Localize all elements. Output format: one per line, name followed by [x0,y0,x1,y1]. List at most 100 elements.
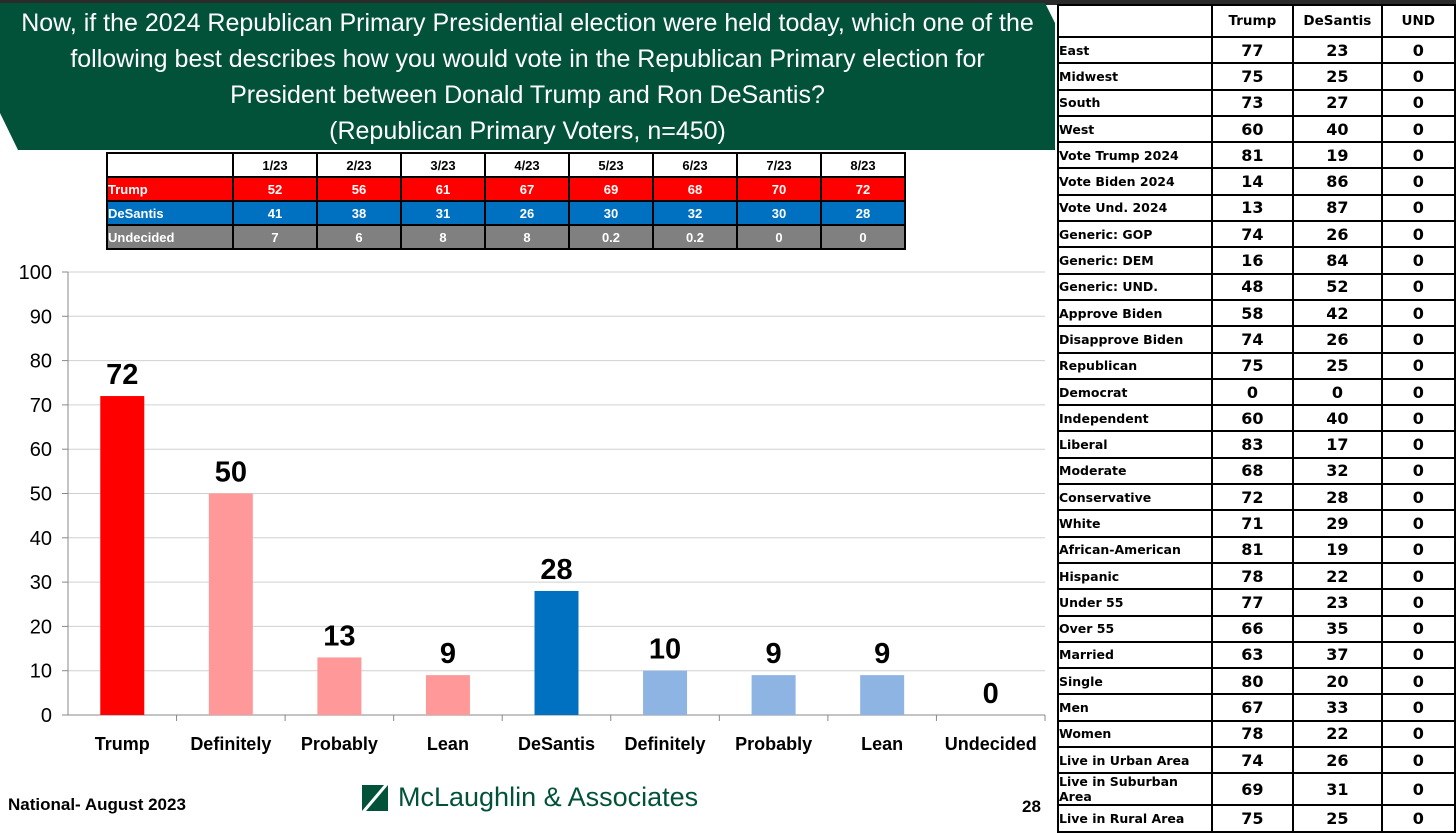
crosstab-row: Live in Rural Area 75 25 0 [1057,804,1456,833]
crosstab-row-label: Approve Biden [1057,298,1213,328]
trend-cell: 38 [316,200,402,226]
trend-column-header: 8/23 [820,152,906,178]
bar [534,590,579,715]
bar [317,657,362,715]
crosstab-row: Liberal 83 17 0 [1057,430,1456,459]
crosstab-row-label: Men [1057,693,1213,722]
bar [860,675,905,715]
crosstab-cell: 0 [1380,167,1456,196]
bar-chart: 010203040506070809010072Trump50Definitel… [19,262,1046,754]
crosstab-row-label: Vote Und. 2024 [1057,193,1213,223]
crosstab-row: Live in Suburban Area 69 31 0 [1057,772,1456,807]
crosstab-row: Under 55 77 23 0 [1057,588,1456,617]
crosstab-row-label: Live in Suburban Area [1057,772,1213,807]
crosstab-cell: 0 [1380,62,1456,91]
crosstab-cell: 40 [1292,114,1383,144]
crosstab-row-label: Liberal [1057,430,1213,459]
x-tick-label: Trump [95,734,150,754]
crosstab-cell: 22 [1292,719,1383,749]
crosstab-row: Generic: GOP 74 26 0 [1057,220,1456,249]
crosstab-row-label: Single [1057,667,1213,696]
crosstab-cell: 0 [1380,640,1456,670]
crosstab-cell: 86 [1292,167,1383,196]
crosstab-row: Vote Und. 2024 13 87 0 [1057,193,1456,223]
crosstab-cell: 26 [1292,220,1383,249]
crosstab-row: Generic: DEM 16 84 0 [1057,246,1456,275]
trend-row: DeSantis 41 38 31 26 30 32 30 28 [106,200,906,226]
trend-cell: 41 [232,200,318,226]
crosstab-row: Democrat 0 0 0 [1057,377,1456,407]
data-label: 50 [215,457,247,489]
bar [208,493,253,715]
crosstab-row-label: Over 55 [1057,614,1213,643]
crosstab-cell: 0 [1380,114,1456,144]
crosstab-row: West 60 40 0 [1057,114,1456,144]
crosstab-cell: 27 [1292,88,1383,117]
x-tick-label: Probably [301,734,378,754]
crosstab-cell: 0 [1380,456,1456,486]
crosstab-row-label: Generic: GOP [1057,220,1213,249]
crosstab-cell: 0 [1380,535,1456,564]
crosstab-row: Independent 60 40 0 [1057,404,1456,433]
trend-cell: 67 [484,176,570,202]
crosstab-cell: 75 [1210,804,1295,833]
data-label: 72 [106,359,138,391]
crosstab-cell: 74 [1210,220,1295,249]
crosstab-cell: 75 [1210,62,1295,91]
crosstab-row-label: West [1057,114,1213,144]
crosstab-cell: 13 [1210,193,1295,223]
trend-column-header: 6/23 [652,152,738,178]
crosstab-cell: 58 [1210,298,1295,328]
crosstab-cell: 31 [1292,772,1383,807]
crosstab-row-label: Conservative [1057,483,1213,512]
crosstab-row: East 77 23 0 [1057,35,1456,65]
crosstab-cell: 77 [1210,35,1295,65]
crosstab-cell: 0 [1380,667,1456,696]
x-tick-label: Definitely [190,734,271,754]
trend-row: Trump 52 56 61 67 69 68 70 72 [106,176,906,202]
trend-cell: 0 [736,224,822,250]
crosstab-cell: 0 [1380,509,1456,538]
crosstab-row: South 73 27 0 [1057,88,1456,117]
crosstab-row-label: Live in Rural Area [1057,804,1213,833]
crosstab-cell: 0 [1380,430,1456,459]
crosstab-cell: 0 [1380,772,1456,807]
x-tick-label: Lean [427,734,469,754]
crosstab-row-label: Republican [1057,351,1213,380]
data-label: 28 [540,554,572,586]
crosstab-cell: 48 [1210,272,1295,301]
crosstab-row-label: Generic: UND. [1057,272,1213,301]
bar [751,675,796,715]
crosstab-cell: 84 [1292,246,1383,275]
crosstab-row: Disapprove Biden 74 26 0 [1057,325,1456,354]
crosstab-row: Over 55 66 35 0 [1057,614,1456,643]
crosstab-row-label: Disapprove Biden [1057,325,1213,354]
trend-cell: 0.2 [652,224,738,250]
y-tick-label: 90 [30,306,52,328]
crosstab-cell: 35 [1292,614,1383,643]
crosstab-row: Vote Biden 2024 14 86 0 [1057,167,1456,196]
crosstab-cell: 0 [1380,325,1456,354]
y-tick-label: 0 [41,705,52,727]
crosstab-cell: 0 [1380,272,1456,301]
trend-cell: 0.2 [568,224,654,250]
crosstab-cell: 68 [1210,456,1295,486]
y-tick-label: 50 [30,484,52,506]
trend-table: 1/23 2/23 3/23 4/23 5/23 6/23 7/23 8/23 Trump 52 5… [106,152,906,250]
question-subtitle: (Republican Primary Voters, n=450) [329,117,726,145]
question-header: Now, if the 2024 Republican Primary Pres… [0,3,1055,150]
crosstab-cell: 0 [1380,719,1456,749]
y-tick-label: 70 [30,395,52,417]
crosstab-cell: 74 [1210,746,1295,775]
crosstab-row: Moderate 68 32 0 [1057,456,1456,486]
crosstab-cell: 78 [1210,561,1295,591]
y-tick-label: 10 [30,661,52,683]
crosstab-cell: 0 [1380,220,1456,249]
question-title: Now, if the 2024 Republican Primary Pres… [21,9,1034,109]
trend-column-header: 1/23 [232,152,318,178]
trend-column-header: 3/23 [400,152,486,178]
trend-cell: 70 [736,176,822,202]
footer-survey-label: National- August 2023 [8,795,186,814]
crosstab-cell: 0 [1380,404,1456,433]
crosstab-cell: 20 [1292,667,1383,696]
